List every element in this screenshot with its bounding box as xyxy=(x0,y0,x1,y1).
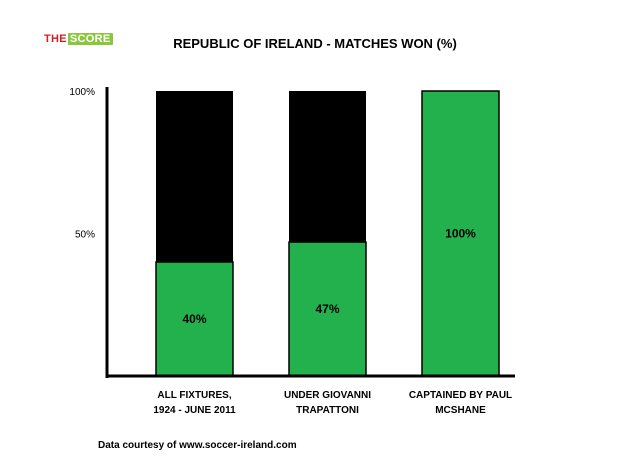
category-label-0-1: 1924 - JUNE 2011 xyxy=(153,405,236,416)
bar-won-2 xyxy=(421,90,500,377)
category-label-2-1: MCSHANE xyxy=(435,405,486,416)
y-tick-label-1: 100% xyxy=(69,87,95,98)
y-tick-label-0: 50% xyxy=(75,230,95,241)
chart-title: REPUBLIC OF IRELAND - MATCHES WON (%) xyxy=(173,36,457,51)
data-label-1: 47% xyxy=(315,302,339,316)
logo-score: SCORE xyxy=(67,33,113,45)
bar-won-1 xyxy=(288,241,367,377)
category-label-2-0: CAPTAINED BY PAUL xyxy=(409,390,512,401)
category-label-1-0: UNDER GIOVANNI xyxy=(284,390,371,401)
category-label-0-0: ALL FIXTURES, xyxy=(157,390,231,401)
data-label-0: 40% xyxy=(182,312,206,326)
data-label-2: 100% xyxy=(445,227,476,241)
the-score-logo: THE SCORE xyxy=(44,33,113,45)
category-label-1-1: TRAPATTONI xyxy=(296,405,359,416)
data-source-footer: Data courtesy of www.soccer-ireland.com xyxy=(98,440,297,451)
logo-the: THE xyxy=(44,33,67,45)
